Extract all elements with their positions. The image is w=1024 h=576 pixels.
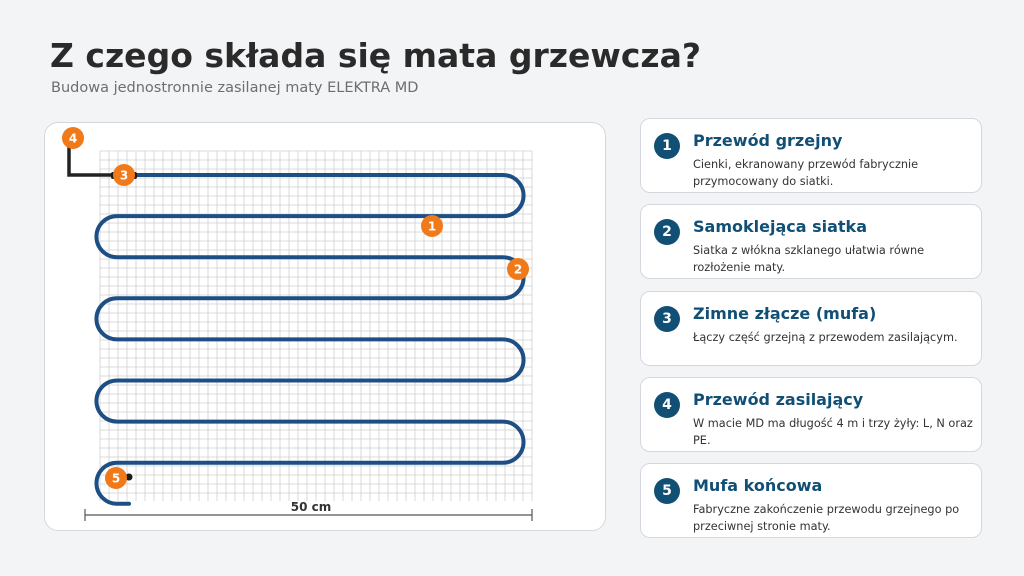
legend-description: Łączy część grzejną z przewodem zasilają… [693, 329, 975, 346]
marker-1: 1 [421, 215, 443, 237]
marker-2: 2 [507, 258, 529, 280]
legend-title: Przewód zasilający [693, 390, 863, 409]
legend-number-badge: 1 [654, 133, 680, 159]
legend-card-adhesive-mesh: 2 Samoklejąca siatka Siatka z włókna szk… [640, 204, 982, 279]
legend-card-heating-cable: 1 Przewód grzejny Cienki, ekranowany prz… [640, 118, 982, 193]
legend-card-power-cable: 4 Przewód zasilający W macie MD ma długo… [640, 377, 982, 452]
legend-card-end-cap: 5 Mufa końcowa Fabryczne zakończenie prz… [640, 463, 982, 538]
marker-5: 5 [105, 467, 127, 489]
heating-cable [96, 175, 523, 504]
svg-text:2: 2 [514, 263, 522, 277]
legend-description: W macie MD ma długość 4 m i trzy żyły: L… [693, 415, 975, 449]
legend-title: Przewód grzejny [693, 131, 842, 150]
legend-number-badge: 3 [654, 306, 680, 332]
legend-description: Cienki, ekranowany przewód fabrycznie pr… [693, 156, 975, 190]
legend-description: Fabryczne zakończenie przewodu grzejnego… [693, 501, 975, 535]
svg-text:4: 4 [69, 132, 77, 146]
page-subtitle: Budowa jednostronnie zasilanej maty ELEK… [51, 80, 418, 96]
width-label: 50 cm [291, 500, 332, 514]
legend-title: Samoklejąca siatka [693, 217, 867, 236]
legend-description: Siatka z włókna szklanego ułatwia równe … [693, 242, 975, 276]
marker-3: 3 [113, 164, 135, 186]
mat-diagram: 50 cm 1 2 3 4 5 [44, 122, 606, 531]
legend-title: Zimne złącze (mufa) [693, 304, 876, 323]
marker-4: 4 [62, 127, 84, 149]
legend-number-badge: 2 [654, 219, 680, 245]
legend-number-badge: 5 [654, 478, 680, 504]
mesh-grid [100, 151, 532, 501]
svg-text:3: 3 [120, 169, 128, 183]
legend-title: Mufa końcowa [693, 476, 822, 495]
mat-diagram-svg: 50 cm 1 2 3 4 5 [45, 123, 607, 532]
svg-text:5: 5 [112, 472, 120, 486]
page-title: Z czego składa się mata grzewcza? [50, 36, 701, 75]
svg-text:1: 1 [428, 220, 436, 234]
legend-number-badge: 4 [654, 392, 680, 418]
legend-card-cold-joint: 3 Zimne złącze (mufa) Łączy część grzejn… [640, 291, 982, 366]
width-dimension: 50 cm [85, 500, 532, 521]
